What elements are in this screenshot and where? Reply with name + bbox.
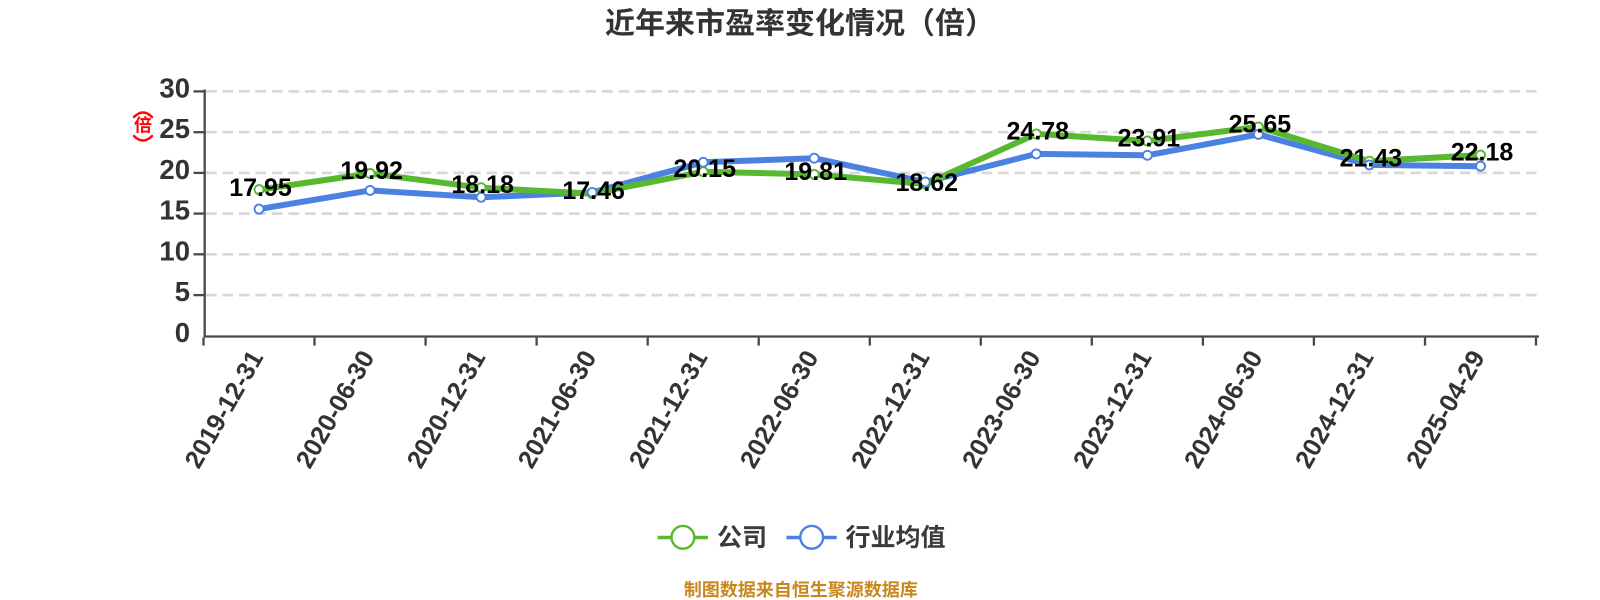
svg-text:18.18: 18.18 [451,171,514,199]
svg-text:24.78: 24.78 [1007,117,1070,145]
svg-text:2021-06-30: 2021-06-30 [513,346,602,473]
svg-text:2019-12-31: 2019-12-31 [180,346,269,473]
svg-text:2020-12-31: 2020-12-31 [402,346,491,473]
svg-text:5: 5 [175,276,190,307]
svg-text:2023-12-31: 2023-12-31 [1068,346,1157,473]
svg-text:20: 20 [159,154,190,185]
svg-text:2024-06-30: 2024-06-30 [1179,346,1268,473]
svg-text:18.62: 18.62 [896,169,959,197]
svg-text:20.15: 20.15 [673,155,736,183]
svg-text:0: 0 [175,317,190,348]
svg-text:19.92: 19.92 [340,157,403,185]
svg-text:30: 30 [159,72,190,103]
svg-text:2024-12-31: 2024-12-31 [1290,346,1379,473]
svg-text:10: 10 [159,235,190,266]
svg-text:17.46: 17.46 [562,177,625,205]
svg-text:2020-06-30: 2020-06-30 [291,346,380,473]
svg-text:23.91: 23.91 [1118,125,1181,153]
svg-text:2025-04-29: 2025-04-29 [1401,346,1490,473]
svg-text:2022-06-30: 2022-06-30 [735,346,824,473]
svg-text:17.95: 17.95 [229,174,292,202]
svg-text:19.81: 19.81 [784,158,847,186]
svg-text:25.65: 25.65 [1229,110,1292,138]
svg-text:15: 15 [159,195,190,226]
svg-text:25: 25 [159,113,190,144]
svg-text:2021-12-31: 2021-12-31 [624,346,713,473]
svg-text:21.43: 21.43 [1340,145,1403,173]
svg-text:2022-12-31: 2022-12-31 [846,346,935,473]
svg-text:22.18: 22.18 [1451,139,1514,167]
svg-text:2023-06-30: 2023-06-30 [957,346,1046,473]
